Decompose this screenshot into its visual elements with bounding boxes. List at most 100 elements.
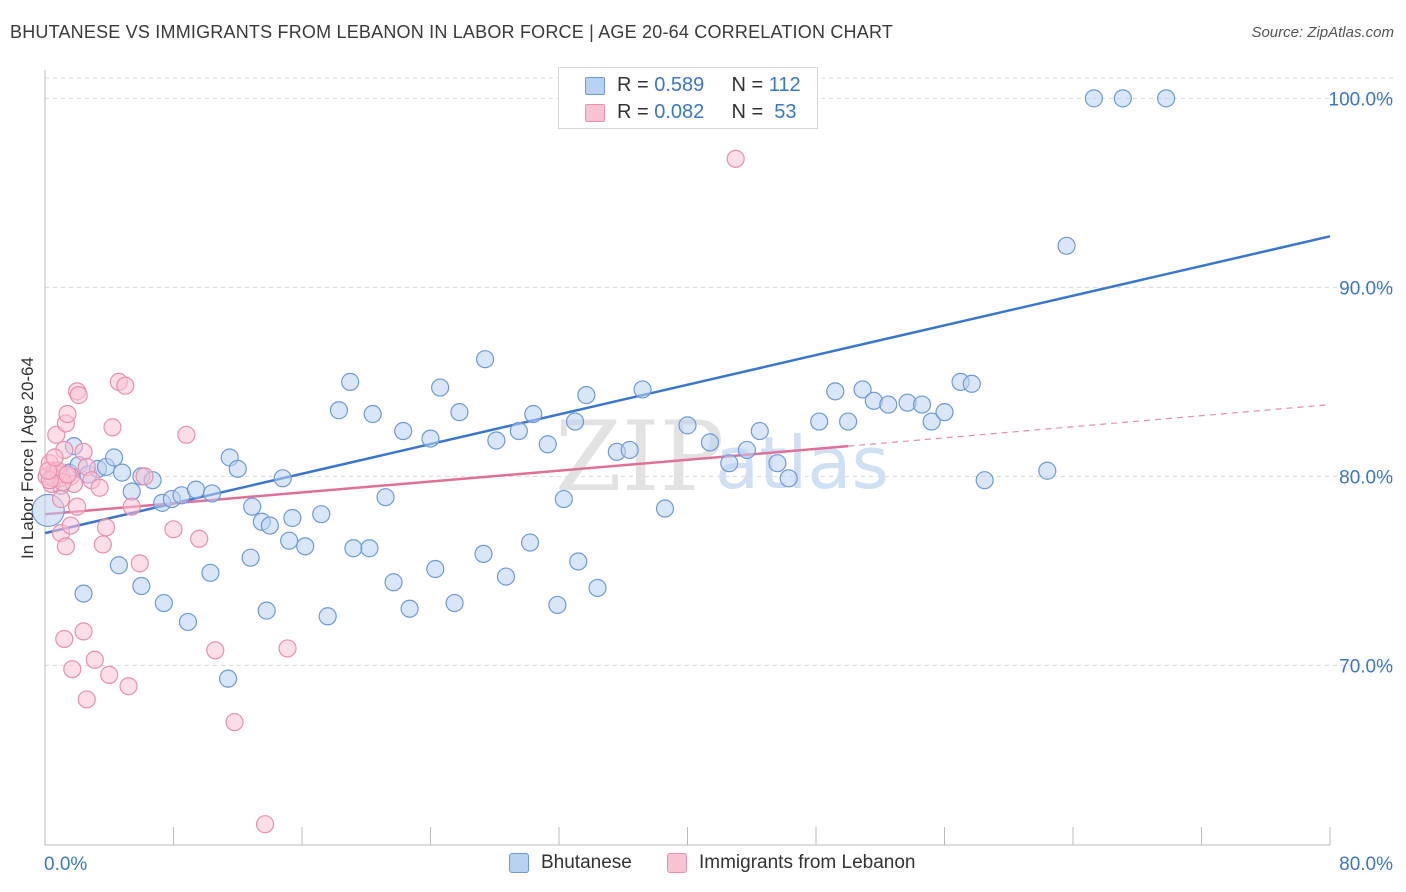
tick-label-layer: 70.0% 80.0% 90.0% 100.0% 0.0% 80.0%	[44, 89, 1393, 875]
point-lebanon	[96, 518, 116, 537]
n-label: N =	[731, 101, 769, 123]
r-value: 0.082	[654, 101, 705, 123]
point-bhutanese	[538, 435, 557, 454]
point-lebanon	[74, 622, 93, 641]
point-bhutanese	[376, 488, 395, 507]
point-bhutanese	[524, 404, 543, 424]
source-label: Source: ZipAtlas.com	[1251, 24, 1394, 41]
point-bhutanese	[109, 556, 128, 575]
point-bhutanese	[384, 573, 403, 592]
point-bhutanese	[565, 412, 585, 431]
legend-label-lebanon: Immigrants from Lebanon	[699, 852, 916, 873]
point-bhutanese	[241, 548, 260, 567]
point-lebanon	[56, 537, 75, 556]
point-lebanon	[85, 650, 104, 669]
point-lebanon	[130, 554, 149, 573]
point-bhutanese	[74, 584, 93, 603]
stats-row-bhutanese: R = 0.589 N = 112	[559, 74, 817, 100]
point-bhutanese	[633, 380, 652, 399]
point-bhutanese	[104, 448, 124, 467]
point-lebanon	[45, 448, 64, 467]
point-bhutanese	[219, 669, 238, 688]
point-bhutanese	[810, 412, 829, 431]
point-lebanon	[116, 376, 135, 395]
x-tick-label-max: 80.0%	[1339, 854, 1393, 875]
point-bhutanese	[280, 531, 299, 550]
point-lebanon	[726, 149, 745, 168]
point-lebanon	[225, 713, 244, 732]
point-bhutanese	[1038, 461, 1057, 480]
bhutanese-swatch	[585, 77, 605, 95]
point-lebanon	[164, 520, 183, 539]
watermark-atlas: atlas	[715, 421, 889, 505]
trend-line-bhutanese	[44, 235, 1331, 535]
point-lebanon	[103, 418, 122, 437]
point-bhutanese	[554, 489, 573, 509]
point-bhutanese	[201, 563, 220, 582]
point-bhutanese	[700, 433, 720, 452]
point-bhutanese	[655, 499, 675, 518]
n-value: 53	[768, 101, 797, 123]
y-tick-label: 90.0%	[1339, 278, 1393, 299]
bhutanese-swatch	[509, 853, 529, 873]
point-lebanon	[51, 489, 71, 509]
point-bhutanese	[243, 497, 262, 516]
n-label: N =	[731, 74, 769, 96]
point-lebanon	[177, 425, 196, 444]
point-bhutanese	[509, 421, 528, 441]
point-bhutanese	[394, 421, 413, 441]
y-tick-label: 80.0%	[1339, 467, 1393, 488]
point-lebanon	[69, 386, 88, 405]
point-bhutanese	[318, 607, 337, 626]
point-bhutanese	[935, 403, 954, 422]
point-bhutanese	[750, 421, 769, 441]
point-bhutanese	[296, 537, 315, 556]
stats-row-lebanon: R = 0.082 N = 53	[559, 101, 817, 127]
point-lebanon	[63, 660, 82, 679]
point-lebanon	[190, 529, 209, 548]
point-lebanon	[119, 677, 138, 696]
points-layer	[31, 89, 1176, 834]
point-lebanon	[61, 516, 80, 535]
point-bhutanese	[476, 350, 495, 369]
point-bhutanese	[154, 593, 173, 613]
point-bhutanese	[720, 454, 739, 473]
stats-legend: R = 0.589 N = 112 R = 0.082 N = 53	[558, 67, 818, 129]
point-bhutanese	[577, 386, 596, 405]
point-bhutanese	[737, 440, 757, 460]
x-tick-label-min: 0.0%	[44, 854, 87, 875]
point-bhutanese	[112, 463, 132, 482]
point-bhutanese	[132, 576, 151, 596]
point-bhutanese	[426, 559, 445, 579]
point-bhutanese	[312, 505, 331, 524]
point-bhutanese	[922, 412, 941, 431]
point-bhutanese	[487, 431, 506, 450]
point-bhutanese	[839, 412, 858, 431]
chart-title: BHUTANESE VS IMMIGRANTS FROM LEBANON IN …	[10, 22, 894, 42]
r-label: R =	[617, 74, 655, 96]
point-bhutanese	[431, 378, 450, 397]
point-bhutanese	[257, 601, 276, 620]
point-bhutanese	[768, 454, 787, 473]
point-lebanon	[77, 690, 96, 709]
point-lebanon	[206, 641, 225, 660]
n-value: 112	[768, 74, 801, 96]
point-bhutanese	[260, 516, 279, 535]
point-lebanon	[55, 629, 74, 649]
point-lebanon	[90, 478, 109, 497]
point-bhutanese	[178, 612, 198, 632]
point-bhutanese	[474, 544, 493, 564]
point-lebanon	[74, 442, 93, 461]
point-bhutanese	[445, 593, 464, 613]
point-bhutanese	[826, 382, 845, 401]
point-bhutanese	[1157, 89, 1176, 108]
point-lebanon	[58, 404, 77, 424]
trend-line-lebanon-extension	[848, 403, 1331, 447]
point-bhutanese	[496, 567, 516, 586]
point-lebanon	[100, 665, 119, 684]
point-bhutanese	[548, 595, 567, 615]
point-bhutanese	[202, 484, 222, 503]
point-lebanon	[278, 639, 297, 658]
